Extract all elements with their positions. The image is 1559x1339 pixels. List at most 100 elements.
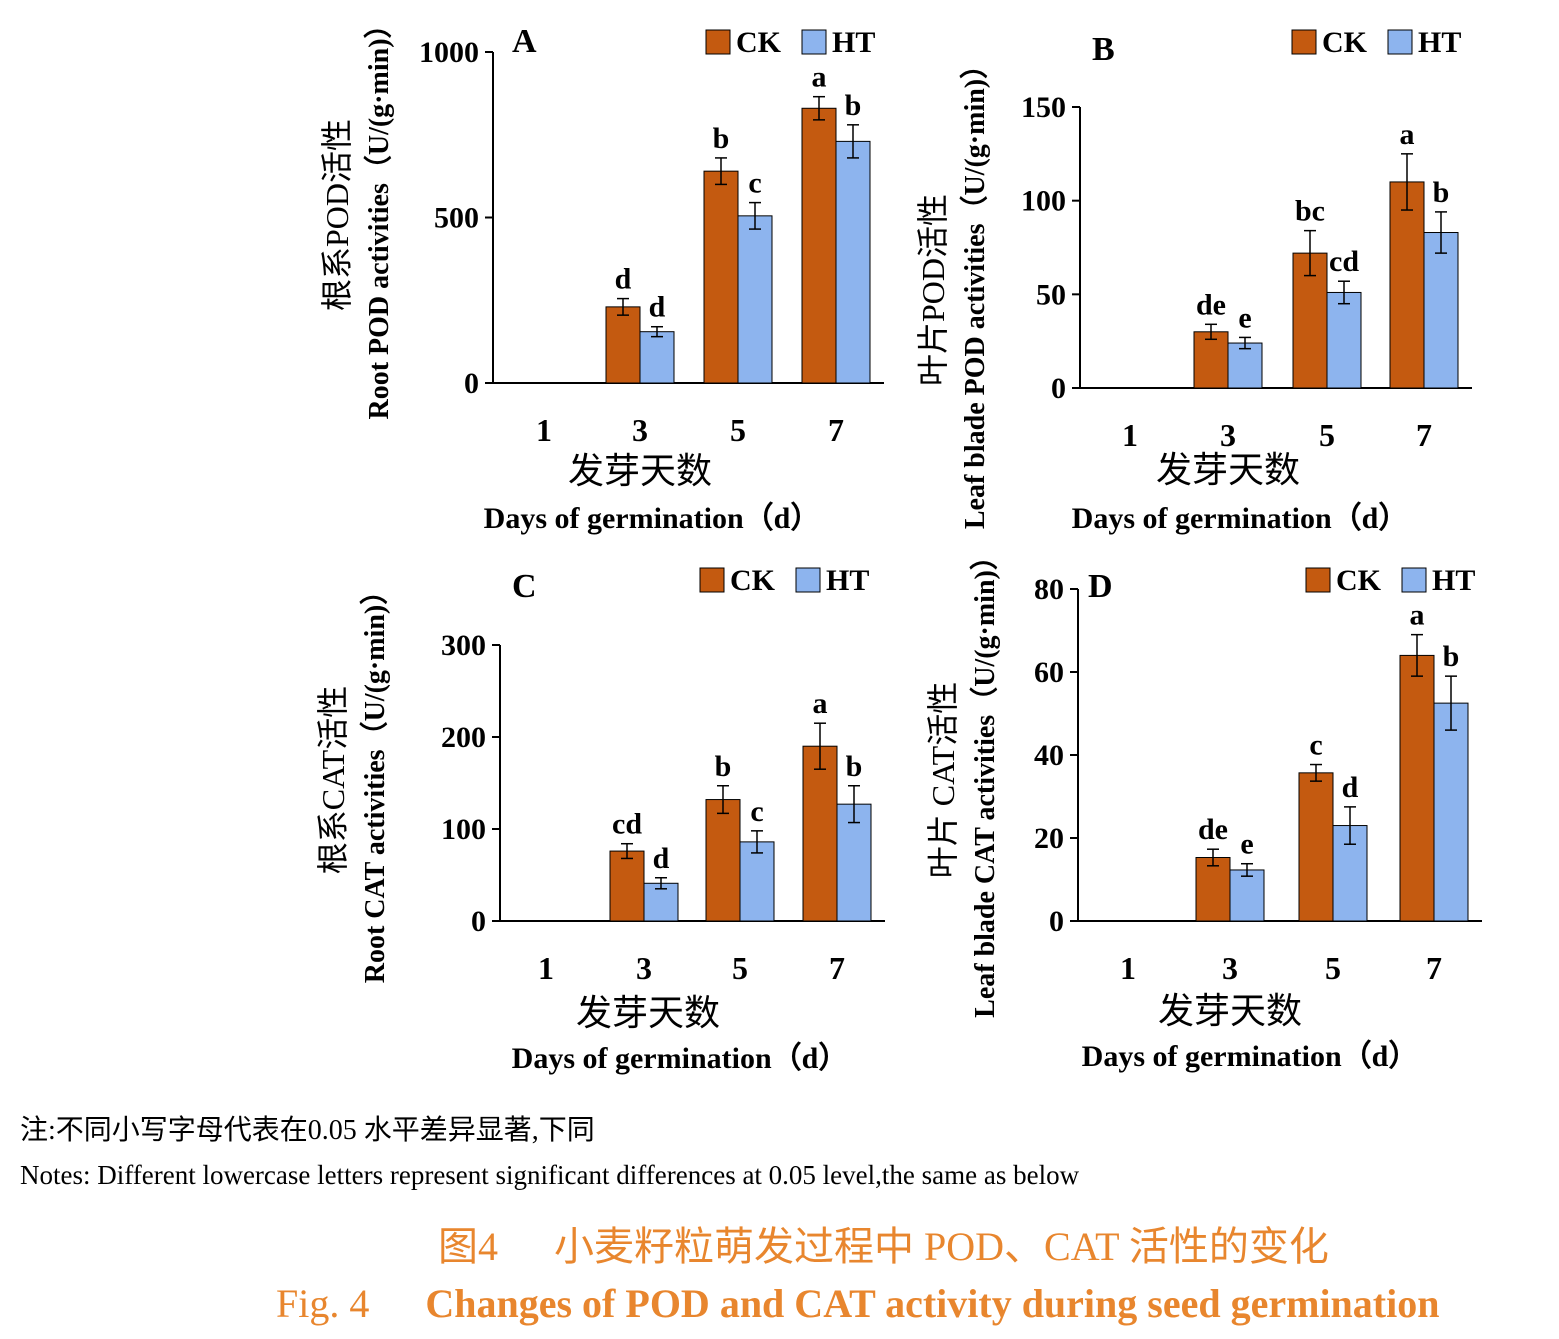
bar-ht: [836, 803, 872, 922]
bar-ck: [1195, 857, 1231, 922]
y-tick-label: 20: [1034, 822, 1064, 855]
y-tick-label: 0: [471, 905, 486, 938]
panel-letter: C: [512, 568, 537, 605]
y-axis-label-group: Leaf blade CAT activities（U/(g·min)）叶片 C…: [925, 542, 1001, 1018]
x-tick-label: 3: [636, 950, 652, 986]
x-tick-label: 5: [730, 412, 746, 448]
y-axis-label-group: Leaf blade POD activities（U/(g·min)）叶片PO…: [915, 51, 991, 529]
legend-swatch-ht: [795, 567, 821, 593]
legend: CK HT: [1291, 26, 1461, 59]
legend-label-ck: CK: [730, 564, 776, 597]
y-axis-label-cn: 叶片 CAT活性: [925, 682, 961, 878]
y-tick-label: 0: [464, 367, 479, 400]
y-axis-label-en: Root CAT activities（U/(g·min)）: [358, 577, 391, 983]
significance-label: c: [748, 167, 761, 200]
significance-label: b: [715, 750, 732, 783]
legend-label-ck: CK: [736, 26, 782, 59]
significance-label: d: [649, 291, 666, 324]
significance-label: d: [1342, 771, 1359, 804]
significance-label: de: [1198, 813, 1228, 846]
caption-en-number: Fig. 4: [276, 1281, 370, 1326]
x-tick-label: 3: [1222, 950, 1238, 986]
panel-letter: B: [1092, 31, 1115, 68]
y-axis-label-group: Root CAT activities（U/(g·min)）根系CAT活性: [315, 577, 391, 983]
y-tick-label: 100: [1021, 185, 1066, 218]
caption-en-title: Changes of POD and CAT activity during s…: [425, 1281, 1440, 1326]
x-tick-label: 1: [1120, 950, 1136, 986]
x-axis-label-cn: 发芽天数: [1156, 450, 1300, 490]
significance-label: c: [1309, 729, 1322, 762]
significance-label: a: [1410, 599, 1425, 632]
y-tick-label: 40: [1034, 739, 1064, 772]
significance-label: e: [1240, 828, 1253, 861]
legend-label-ck: CK: [1336, 564, 1382, 597]
legend-swatch-ht: [1401, 567, 1427, 593]
x-axis-label-cn: 发芽天数: [568, 451, 712, 491]
bar-ck: [1399, 654, 1435, 922]
x-axis-label-cn: 发芽天数: [576, 993, 720, 1033]
x-tick-label: 5: [732, 950, 748, 986]
significance-label: cd: [612, 808, 642, 841]
y-axis-label-en: Leaf blade POD activities（U/(g·min)）: [958, 51, 991, 529]
legend-swatch-ck: [1305, 567, 1331, 593]
y-tick-label: 300: [441, 629, 486, 662]
significance-label: b: [846, 750, 863, 783]
y-axis-label-en: Leaf blade CAT activities（U/(g·min)）: [968, 542, 1001, 1018]
y-axis-label-cn: 根系CAT活性: [315, 686, 351, 874]
significance-label: cd: [1329, 245, 1359, 278]
x-tick-label: 7: [1426, 950, 1442, 986]
legend-label-ht: HT: [826, 564, 869, 597]
legend-swatch-ck: [699, 567, 725, 593]
x-axis-label-cn: 发芽天数: [1158, 991, 1302, 1031]
panel-D: 0 20 40 60 80 1 3 5 7 de c a e d b D CK HT 发芽天数 Days of ger…: [925, 542, 1482, 1073]
x-tick-label: 5: [1325, 950, 1341, 986]
y-axis-label-cn: 根系POD活性: [319, 119, 355, 311]
significance-label: c: [750, 795, 763, 828]
significance-label: b: [845, 89, 862, 122]
significance-label: a: [812, 61, 827, 94]
panel-B: 0 50 100 150 1 3 5 7 de bc a e cd b B CK HT 发芽天数 Days of g…: [915, 26, 1472, 535]
legend-label-ht: HT: [1418, 26, 1461, 59]
bar-ht: [1227, 342, 1263, 389]
legend: CK HT: [1305, 564, 1475, 597]
significance-label: e: [1238, 301, 1251, 334]
significance-label: b: [1433, 176, 1450, 209]
y-axis-label-cn: 叶片POD活性: [915, 194, 951, 386]
legend-swatch-ck: [1291, 29, 1317, 55]
legend-label-ck: CK: [1322, 26, 1368, 59]
x-tick-label: 1: [1122, 417, 1138, 453]
y-axis-label-group: Root POD activities（U/(g·min)）根系POD活性: [319, 10, 395, 419]
x-axis-label-en: Days of germination（d）: [484, 501, 821, 535]
y-tick-label: 0: [1049, 905, 1064, 938]
legend-swatch-ht: [1387, 29, 1413, 55]
y-axis-label-en: Root POD activities（U/(g·min)）: [362, 10, 395, 419]
y-tick-label: 1000: [419, 36, 479, 69]
note-cn: 注:不同小写字母代表在0.05 水平差异显著,下同: [20, 1115, 595, 1146]
bar-ck: [609, 850, 645, 922]
bar-ck: [1193, 331, 1229, 389]
y-tick-label: 200: [441, 721, 486, 754]
bar-ht: [739, 841, 775, 922]
y-tick-label: 60: [1034, 656, 1064, 689]
x-tick-label: 3: [632, 412, 648, 448]
x-tick-label: 5: [1319, 417, 1335, 453]
bar-ck: [802, 745, 838, 922]
figure-panels: 0 500 1000 1 3 5 7 d b a d c b A CK HT 发芽天数 Days of germi…: [315, 10, 1482, 1075]
x-tick-label: 3: [1220, 417, 1236, 453]
bar-ck: [703, 170, 739, 384]
x-tick-label: 1: [538, 950, 554, 986]
y-tick-label: 500: [434, 202, 479, 235]
panel-letter: A: [512, 23, 537, 60]
significance-label: b: [713, 122, 730, 155]
bar-ht: [737, 215, 773, 384]
significance-label: d: [653, 842, 670, 875]
significance-label: a: [1400, 118, 1415, 151]
caption-cn-title: 小麦籽粒萌发过程中 POD、CAT 活性的变化: [554, 1224, 1329, 1269]
bar-ck: [605, 306, 641, 384]
legend-label-ht: HT: [832, 26, 875, 59]
x-axis-label-en: Days of germination（d）: [1082, 1039, 1419, 1073]
y-tick-label: 50: [1036, 278, 1066, 311]
